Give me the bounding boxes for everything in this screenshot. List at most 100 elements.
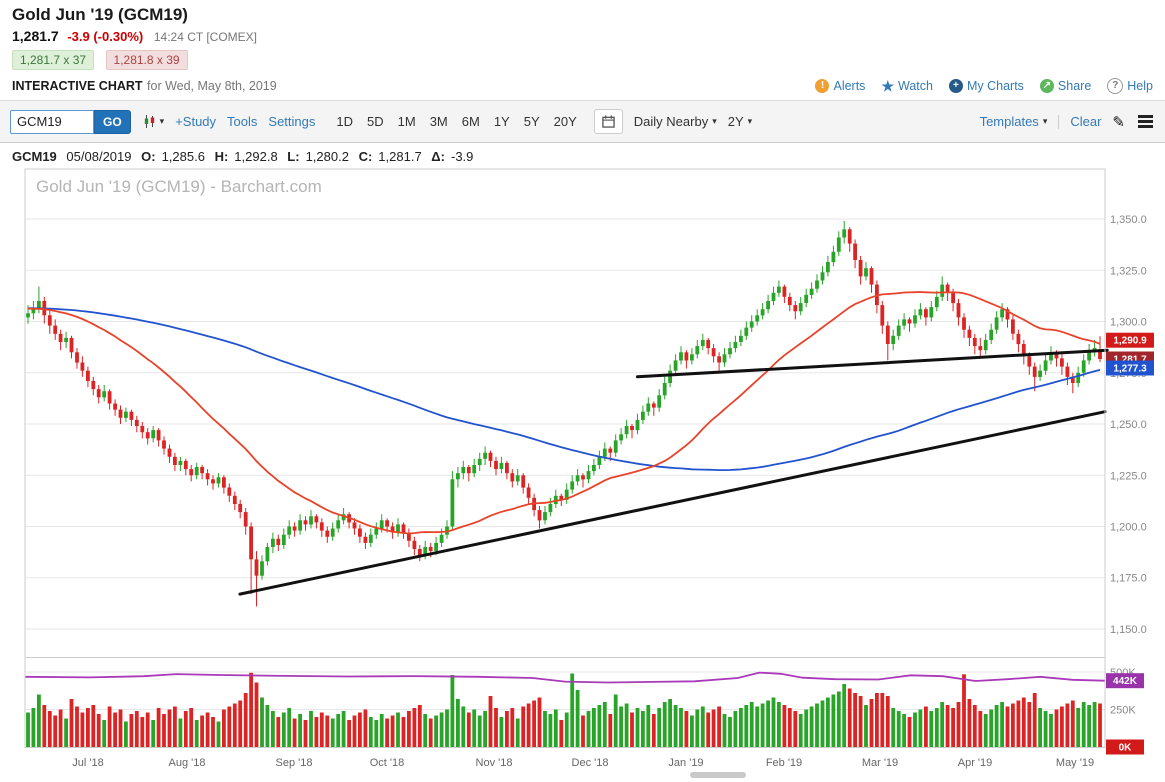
volume-flag: 0K xyxy=(1106,739,1144,755)
chart-type-button[interactable]: ▾ xyxy=(142,114,165,129)
close-value: 1,281.7 xyxy=(378,149,422,164)
my-charts-link[interactable]: + My Charts xyxy=(948,79,1024,93)
alerts-link[interactable]: ! Alerts xyxy=(815,79,865,93)
y-axis-label: 1,325.0 xyxy=(1110,265,1147,277)
calendar-button[interactable] xyxy=(593,109,623,134)
my-charts-label: My Charts xyxy=(966,79,1024,93)
symbol-input[interactable] xyxy=(10,109,94,134)
symbol-search: GO xyxy=(10,109,131,134)
draw-tool-icon[interactable]: ✎ xyxy=(1112,113,1125,131)
trendline[interactable] xyxy=(635,348,1109,379)
open-label: O: xyxy=(141,149,156,164)
open-value: 1,285.6 xyxy=(161,149,205,164)
menu-icon[interactable] xyxy=(1136,113,1155,130)
header-links: ! Alerts ★ Watch + My Charts ↗ Share ? Help xyxy=(815,78,1153,94)
chart-scrollbar[interactable] xyxy=(690,772,746,778)
x-axis-label: Nov '18 xyxy=(476,757,513,769)
chevron-down-icon: ▾ xyxy=(1042,116,1048,126)
chevron-down-icon: ▾ xyxy=(712,116,717,126)
period-dropdown[interactable]: 2Y ▾ xyxy=(728,114,752,129)
trendline[interactable] xyxy=(238,410,1107,596)
y-axis-label: 1,350.0 xyxy=(1110,214,1147,226)
share-icon: ↗ xyxy=(1039,79,1054,93)
y-axis-label: 1,225.0 xyxy=(1110,470,1147,482)
fast-ma-line xyxy=(27,291,1101,535)
low-value: 1,280.2 xyxy=(305,149,349,164)
x-axis-label: Feb '19 xyxy=(766,757,802,769)
slow-ma-line xyxy=(28,307,1101,472)
volume-flag: 442K xyxy=(1106,673,1144,689)
svg-text:1,290.9: 1,290.9 xyxy=(1113,336,1147,347)
range-1d-button[interactable]: 1D xyxy=(330,112,359,131)
go-button[interactable]: GO xyxy=(94,109,131,134)
chart-area: 1,350.01,325.01,300.01,275.01,250.01,225… xyxy=(0,168,1165,782)
low-label: L: xyxy=(287,149,300,164)
x-axis-label: Sep '18 xyxy=(276,757,313,769)
bid-quote: 1,281.7 x 37 xyxy=(12,50,95,70)
chevron-down-icon: ▾ xyxy=(159,116,165,126)
volume-axis-label: 250K xyxy=(1110,705,1136,717)
candlestick-icon xyxy=(144,115,154,128)
quote-header: Gold Jun '19 (GCM19) 1,281.7 -3.9 (-0.30… xyxy=(0,0,1165,100)
watch-label: Watch xyxy=(898,79,933,93)
x-axis-label: Apr '19 xyxy=(958,757,993,769)
plus-circle-icon: + xyxy=(948,79,963,93)
high-value: 1,292.8 xyxy=(234,149,278,164)
price-chart[interactable]: 1,350.01,325.01,300.01,275.01,250.01,225… xyxy=(0,168,1165,782)
share-link[interactable]: ↗ Share xyxy=(1039,79,1092,93)
section-title: INTERACTIVE CHART xyxy=(12,79,143,93)
chevron-down-icon: ▾ xyxy=(747,116,753,126)
help-label: Help xyxy=(1127,79,1153,93)
x-axis-label: May '19 xyxy=(1056,757,1094,769)
range-6m-button[interactable]: 6M xyxy=(456,112,486,131)
tools-link[interactable]: Tools xyxy=(227,114,258,129)
range-5y-button[interactable]: 5Y xyxy=(518,112,546,131)
x-axis-label: Jul '18 xyxy=(72,757,103,769)
y-axis-label: 1,250.0 xyxy=(1110,419,1147,431)
chart-watermark: Gold Jun '19 (GCM19) - Barchart.com xyxy=(36,177,322,196)
y-axis-label: 1,300.0 xyxy=(1110,317,1147,329)
add-study-link[interactable]: +Study xyxy=(175,114,217,129)
x-axis-label: Oct '18 xyxy=(370,757,405,769)
range-1m-button[interactable]: 1M xyxy=(392,112,422,131)
ohlc-date: 05/08/2019 xyxy=(66,149,132,164)
templates-label: Templates xyxy=(979,114,1039,129)
x-axis-label: Jan '19 xyxy=(668,757,703,769)
frequency-label: Daily Nearby xyxy=(633,114,709,129)
ohlc-readout: GCM19 05/08/2019 O: 1,285.6 H: 1,292.8 L: 1… xyxy=(0,143,1165,168)
question-icon: ? xyxy=(1107,78,1124,94)
svg-text:442K: 442K xyxy=(1113,676,1138,687)
divider xyxy=(1058,114,1060,129)
price-change: -3.9 (-0.30%) xyxy=(67,29,144,44)
y-axis-label: 1,200.0 xyxy=(1110,522,1147,534)
x-axis-label: Dec '18 xyxy=(572,757,609,769)
range-1y-button[interactable]: 1Y xyxy=(488,112,516,131)
open-interest-line xyxy=(24,671,1106,684)
templates-dropdown[interactable]: Templates ▾ xyxy=(980,114,1048,129)
y-axis-label: 1,175.0 xyxy=(1110,573,1147,585)
fast-ma-flag: 1,290.9 xyxy=(1106,332,1154,348)
quote-time: 14:24 CT [COMEX] xyxy=(153,30,257,44)
clear-link[interactable]: Clear xyxy=(1070,114,1102,129)
range-5d-button[interactable]: 5D xyxy=(361,112,390,131)
settings-link[interactable]: Settings xyxy=(268,114,316,129)
share-label: Share xyxy=(1057,79,1092,93)
section-date: for Wed, May 8th, 2019 xyxy=(147,79,277,93)
help-link[interactable]: ? Help xyxy=(1107,78,1153,94)
range-buttons: 1D 5D 1M 3M 6M 1Y 5Y 20Y xyxy=(330,112,582,131)
ohlc-symbol: GCM19 xyxy=(12,149,57,164)
ask-quote: 1,281.8 x 39 xyxy=(105,50,188,70)
svg-text:1,281.7: 1,281.7 xyxy=(1113,355,1147,366)
section-heading: INTERACTIVE CHART for Wed, May 8th, 2019 xyxy=(12,77,277,95)
alert-icon: ! xyxy=(815,79,830,93)
watch-link[interactable]: ★ Watch xyxy=(881,79,933,93)
alerts-label: Alerts xyxy=(833,79,866,93)
x-axis-label: Mar '19 xyxy=(862,757,898,769)
calendar-icon xyxy=(602,115,615,128)
range-20y-button[interactable]: 20Y xyxy=(548,112,583,131)
last-price: 1,281.7 xyxy=(12,28,59,44)
chart-toolbar: GO ▾ +Study Tools Settings 1D 5D 1M 3M 6… xyxy=(0,100,1165,143)
frequency-dropdown[interactable]: Daily Nearby ▾ xyxy=(634,114,717,129)
star-icon: ★ xyxy=(881,78,894,94)
range-3m-button[interactable]: 3M xyxy=(424,112,454,131)
